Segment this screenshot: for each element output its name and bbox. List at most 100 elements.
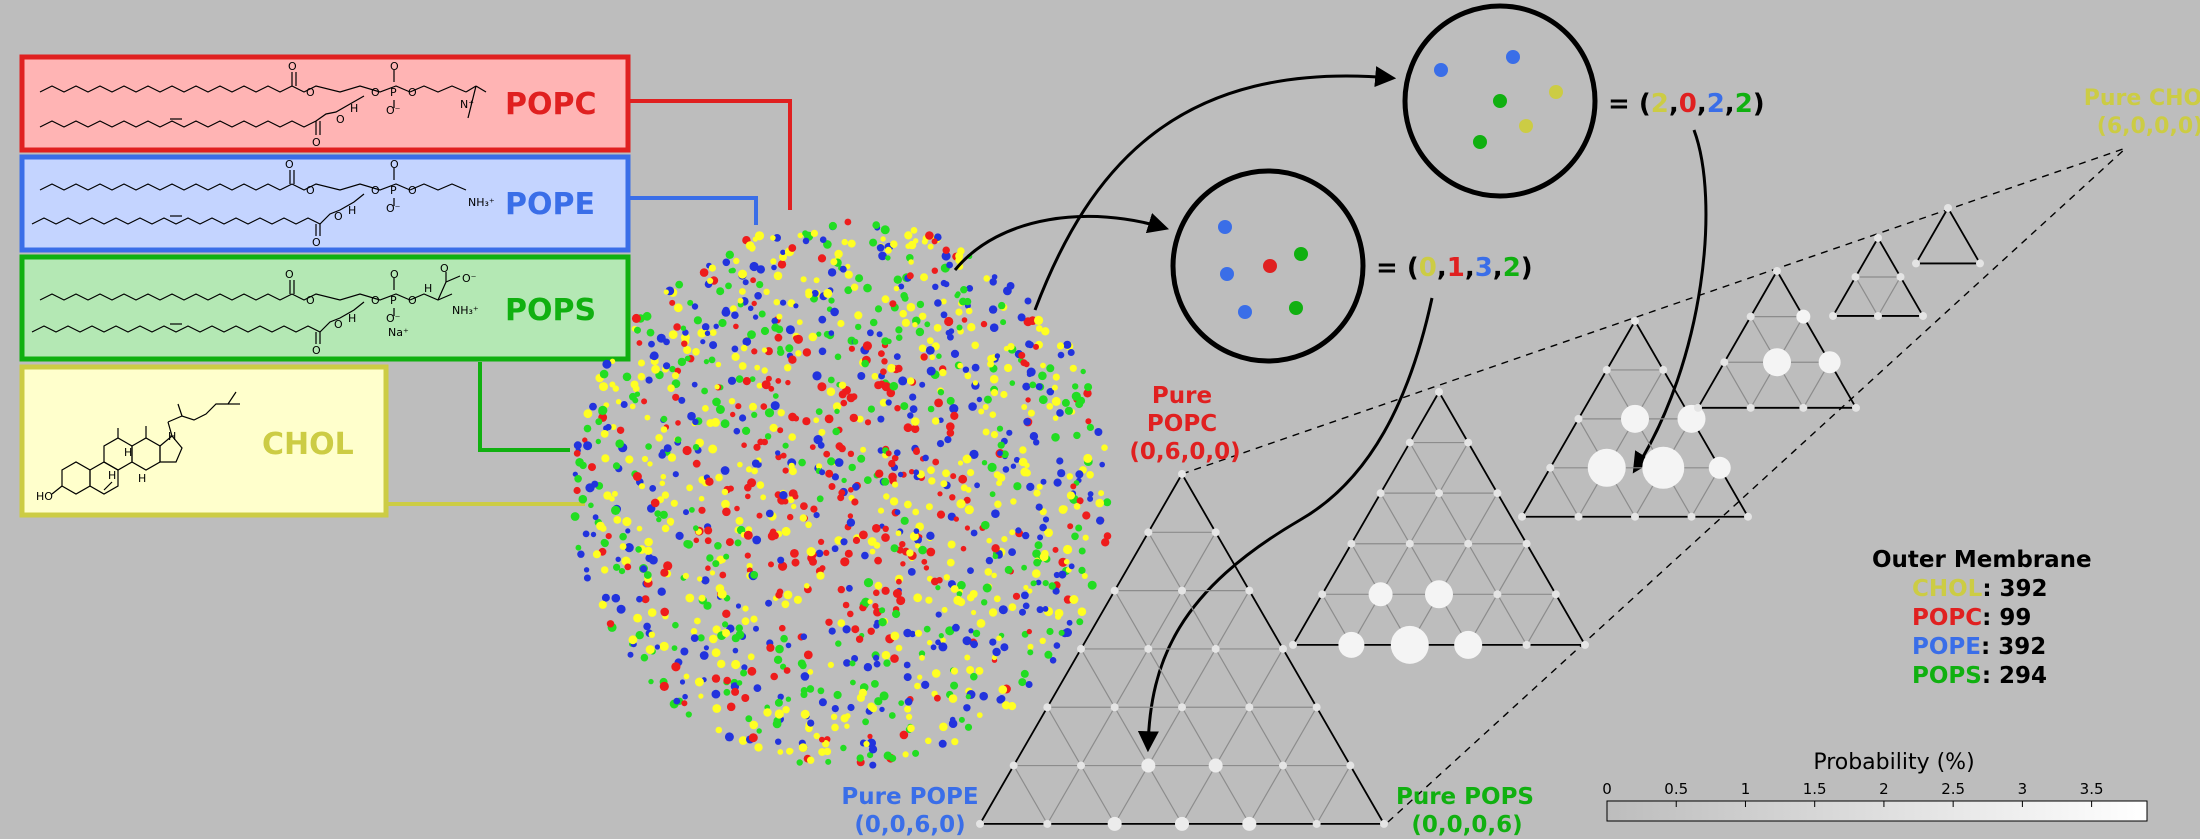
- lipid-dot: [1054, 608, 1064, 618]
- lipid-dot: [1032, 549, 1041, 558]
- lipid-dot: [899, 541, 906, 548]
- lipid-dot: [1042, 516, 1050, 523]
- chol-ho: HO: [36, 490, 53, 503]
- lipid-dot: [957, 247, 965, 255]
- lipid-dot: [772, 393, 779, 399]
- lipid-dot: [627, 651, 634, 658]
- lipid-dot: [612, 385, 619, 392]
- lipid-dot: [1039, 552, 1049, 562]
- pope-o-4: O: [312, 236, 321, 249]
- lipid-dot: [1063, 558, 1070, 565]
- lipid-dot: [1046, 388, 1053, 395]
- lipid-dot: [913, 469, 920, 476]
- lipid-dot: [1020, 467, 1030, 477]
- lipid-dot: [957, 362, 964, 369]
- chol-h-3: H: [138, 472, 146, 485]
- lipid-dot: [709, 341, 718, 350]
- lipid-dot: [997, 441, 1005, 449]
- lipid-dot: [982, 404, 989, 410]
- lipid-dot: [989, 374, 999, 384]
- lipid-dot: [722, 507, 731, 517]
- sample2-pops-dot: [1289, 301, 1303, 315]
- probability-node: [1493, 489, 1502, 498]
- lipid-dot: [1040, 362, 1046, 369]
- lipid-dot: [879, 706, 885, 713]
- lipid-dot: [775, 738, 782, 745]
- lipid-dot: [663, 289, 669, 295]
- lipid-dot: [629, 403, 636, 410]
- lipid-dot: [916, 300, 925, 309]
- lipid-dot: [673, 303, 683, 313]
- lipid-dot: [831, 723, 839, 732]
- lipid-dot: [800, 687, 808, 694]
- lipid-dot: [724, 732, 734, 742]
- lipid-dot: [883, 751, 892, 760]
- lipid-dot: [749, 402, 757, 411]
- lipid-dot: [785, 344, 794, 353]
- lipid-dot: [823, 747, 832, 756]
- lipid-dot: [601, 566, 609, 574]
- lipid-dot: [953, 516, 959, 522]
- lipid-dot: [828, 627, 836, 635]
- probability-node: [1279, 761, 1287, 770]
- lipid-dot: [867, 627, 875, 635]
- lipid-dot: [741, 442, 747, 449]
- lipid-dot: [643, 622, 651, 631]
- chol-h-4: H: [168, 430, 176, 443]
- lipid-dot: [964, 525, 971, 531]
- probability-node: [1522, 539, 1531, 548]
- probability-node: [1043, 819, 1052, 828]
- lipid-dot: [946, 558, 955, 567]
- lipid-dot: [675, 280, 684, 289]
- lipid-dot: [721, 488, 729, 496]
- lipid-dot: [573, 486, 581, 495]
- lipid-dot: [881, 586, 890, 595]
- sample-window-1: [1402, 3, 1598, 199]
- lipid-dot: [771, 317, 778, 325]
- lipid-dot: [700, 339, 706, 345]
- lipid-dot: [692, 459, 701, 468]
- lipid-dot: [864, 419, 872, 426]
- lipid-dot: [583, 567, 590, 573]
- sample1-pope-dot: [1506, 50, 1520, 64]
- lipid-dot: [1031, 580, 1037, 586]
- lipid-dot: [805, 521, 812, 529]
- lipid-dot: [966, 666, 975, 674]
- probability-node: [1376, 489, 1385, 498]
- lipid-dot: [898, 376, 908, 386]
- lipid-dot: [941, 606, 948, 613]
- lipid-dot: [970, 640, 978, 649]
- lipid-dot: [1063, 544, 1073, 555]
- lipid-dot: [974, 482, 980, 489]
- lipid-dot: [1000, 643, 1009, 652]
- lipid-dot: [939, 368, 947, 377]
- probability-node: [1708, 456, 1731, 479]
- lipid-dot: [936, 353, 942, 360]
- lipid-dot: [949, 404, 959, 414]
- lipid-dot: [1034, 541, 1043, 550]
- lipid-dot: [815, 549, 824, 558]
- lipid-dot: [596, 521, 605, 531]
- pops-o-minus-2: O⁻: [462, 272, 477, 285]
- popc-o-3: O: [336, 113, 345, 126]
- colorbar-tick-label: 0.5: [1664, 780, 1688, 798]
- lipid-dot: [913, 593, 923, 603]
- lipid-dot: [957, 460, 964, 466]
- lipid-dot: [774, 698, 783, 707]
- lipid-dot: [715, 405, 725, 414]
- colorbar-title: Probability (%): [1813, 750, 1974, 775]
- probability-node: [1107, 816, 1122, 831]
- lipid-dot: [682, 572, 690, 580]
- lipid-dot: [1033, 489, 1041, 497]
- lipid-dot: [735, 603, 742, 609]
- lipid-dot: [1073, 431, 1081, 440]
- lipid-dot: [1026, 628, 1033, 635]
- probability-node: [1574, 512, 1583, 521]
- lipid-dot: [799, 514, 807, 522]
- probability-node: [1141, 758, 1156, 773]
- probability-node: [1587, 448, 1626, 487]
- pops-h-2: H: [424, 282, 432, 295]
- lipid-dot: [774, 709, 784, 719]
- lipid-dot: [611, 593, 621, 603]
- lipid-dot: [822, 740, 830, 748]
